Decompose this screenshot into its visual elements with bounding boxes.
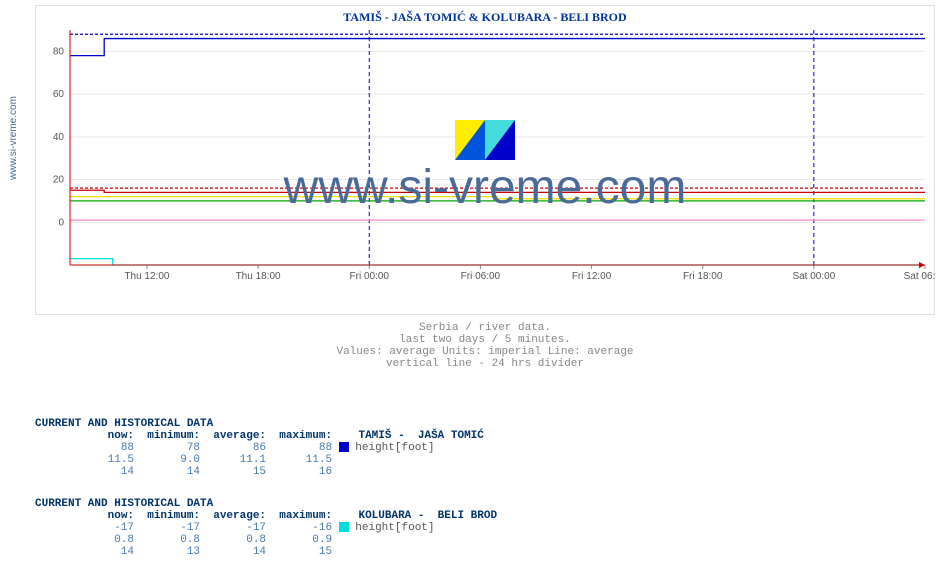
chart-container: TAMIŠ - JAŠA TOMIĆ & KOLUBARA - BELI BRO… [35,5,935,465]
table-row: 0.8 0.8 0.8 0.9 [35,534,497,546]
table-row: 11.5 9.0 11.1 11.5 [35,454,484,466]
svg-text:80: 80 [53,46,65,57]
data-table-2: CURRENT AND HISTORICAL DATA now: minimum… [35,498,497,558]
svg-text:TAMIŠ - JAŠA TOMIĆ & KOLUBAR: TAMIŠ - JAŠA TOMIĆ & KOLUBARA - BELI BRO… [343,10,627,24]
table-row: 88 78 86 88 height[foot] [35,442,484,454]
svg-text:Thu 18:00: Thu 18:00 [236,271,281,282]
svg-text:Fri 12:00: Fri 12:00 [572,271,612,282]
table-row: -17 -17 -17 -16 height[foot] [35,522,497,534]
table-header-row: now: minimum: average: maximum: KOLUBARA… [35,510,497,522]
svg-text:40: 40 [53,132,65,143]
site-label-vertical: www.si-vreme.com [8,96,19,180]
svg-text:60: 60 [53,89,65,100]
data-table-1: CURRENT AND HISTORICAL DATA now: minimum… [35,418,484,478]
svg-text:Fri 00:00: Fri 00:00 [350,271,390,282]
svg-text:Sat 00:00: Sat 00:00 [792,271,835,282]
table-title: CURRENT AND HISTORICAL DATA [35,498,497,510]
table-title: CURRENT AND HISTORICAL DATA [35,418,484,430]
site-logo [455,120,515,160]
chart-caption: Serbia / river data.last two days / 5 mi… [35,322,935,370]
svg-text:0: 0 [58,217,64,228]
legend-label: height[foot] [355,442,434,454]
table-row: 14 13 14 15 [35,546,497,558]
svg-text:Fri 18:00: Fri 18:00 [683,271,723,282]
caption-line: vertical line - 24 hrs divider [35,358,935,370]
caption-line: Serbia / river data. [35,322,935,334]
legend-swatch [339,522,349,532]
legend-swatch [339,442,349,452]
caption-line: last two days / 5 minutes. [35,334,935,346]
svg-text:Fri 06:00: Fri 06:00 [461,271,501,282]
svg-text:20: 20 [53,175,65,186]
caption-line: Values: average Units: imperial Line: av… [35,346,935,358]
legend-label: height[foot] [355,522,434,534]
svg-text:Sat 06:00: Sat 06:00 [904,271,935,282]
table-row: 14 14 15 16 [35,466,484,478]
svg-text:Thu 12:00: Thu 12:00 [124,271,169,282]
table-header-row: now: minimum: average: maximum: TAMIŠ - … [35,430,484,442]
